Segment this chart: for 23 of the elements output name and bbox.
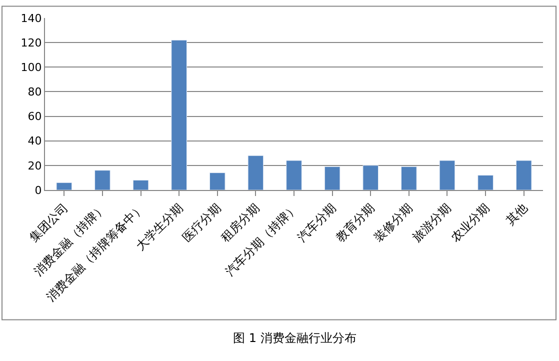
- y-tick-label: 120: [20, 36, 42, 50]
- bar: [248, 155, 264, 190]
- bar: [56, 182, 72, 190]
- bar: [362, 165, 379, 190]
- text: 图 1 消费金融行业分布: [233, 331, 356, 345]
- bar: [516, 160, 532, 190]
- bar: [478, 175, 494, 190]
- bar: [286, 160, 302, 190]
- bar: [94, 170, 110, 190]
- y-tick-label: 0: [34, 184, 42, 197]
- y-tick-label: 100: [20, 60, 42, 74]
- y-tick-label: 40: [28, 134, 42, 148]
- bar: [439, 160, 456, 190]
- bar: [209, 172, 226, 190]
- y-tick-label: 20: [28, 159, 42, 172]
- bar: [401, 166, 417, 190]
- bar: [171, 40, 187, 190]
- y-tick-label: 80: [28, 86, 42, 99]
- x-tick-label: 其他: [503, 200, 530, 228]
- y-tick-label: 140: [20, 12, 42, 25]
- bar: [132, 180, 149, 190]
- y-tick-label: 60: [28, 110, 42, 124]
- bar: [324, 166, 340, 190]
